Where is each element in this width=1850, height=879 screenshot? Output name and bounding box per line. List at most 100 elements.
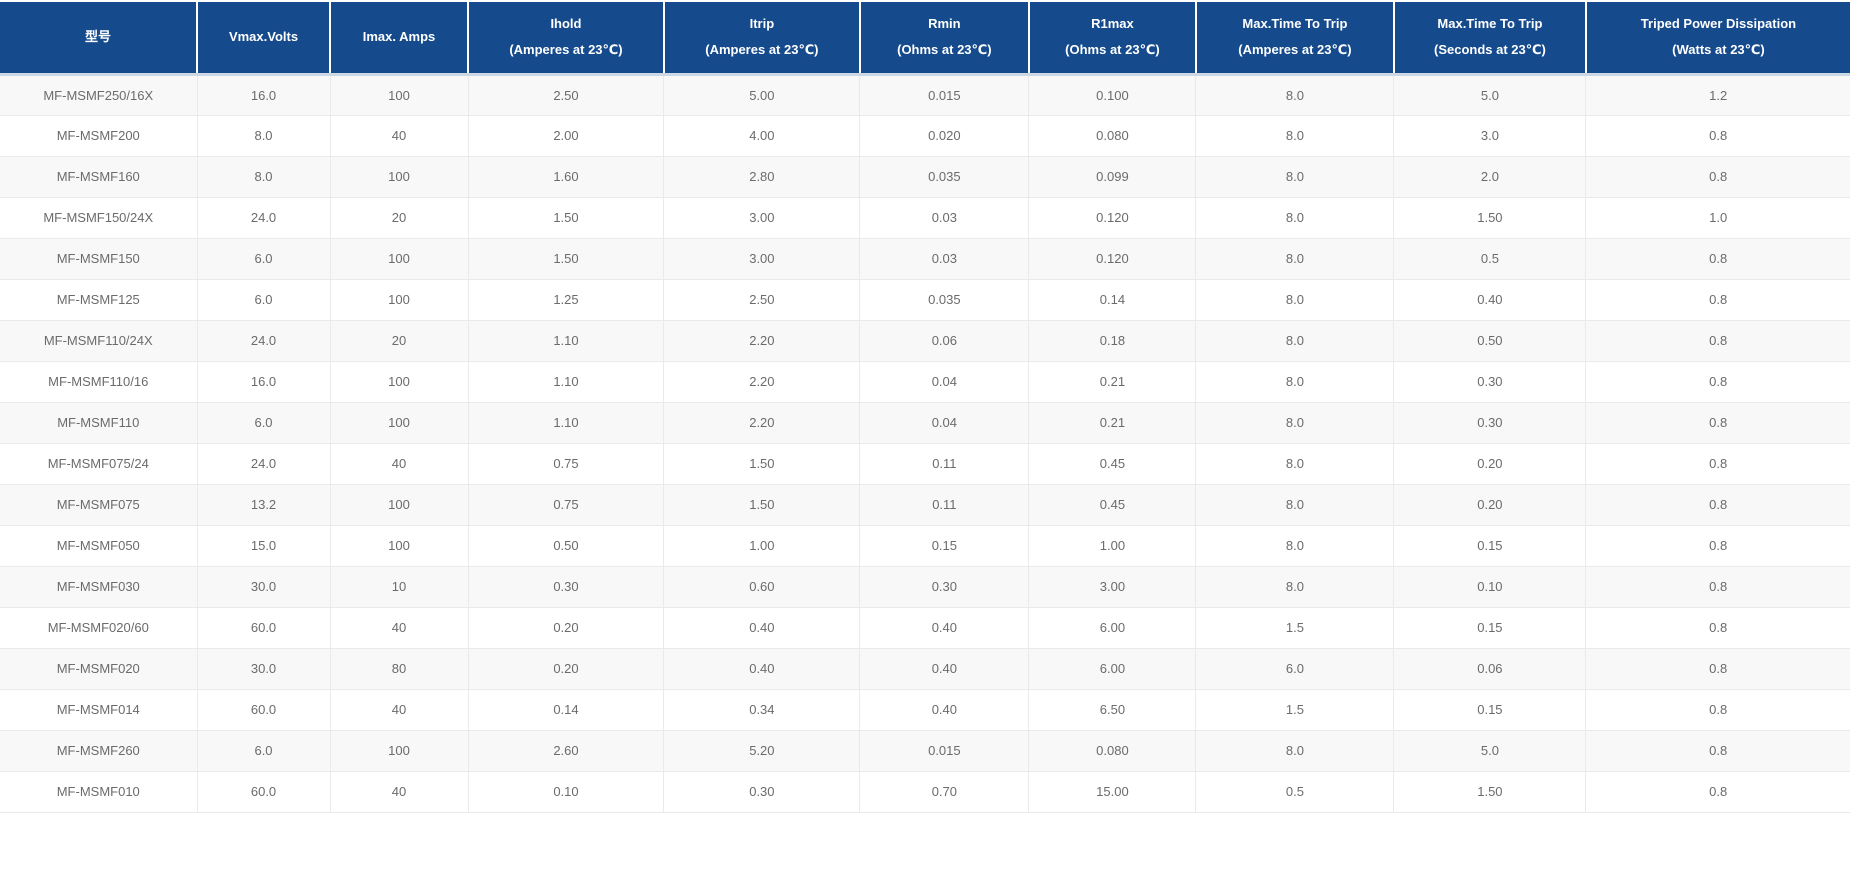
value-cell: 5.00 xyxy=(663,74,860,116)
value-cell: 8.0 xyxy=(1195,566,1394,608)
value-cell: 0.10 xyxy=(467,771,664,813)
value-cell: 0.100 xyxy=(1028,74,1196,116)
value-cell: 0.035 xyxy=(859,156,1029,198)
value-cell: 0.40 xyxy=(859,689,1029,731)
value-cell: 0.120 xyxy=(1028,238,1196,280)
value-cell: 0.11 xyxy=(859,484,1029,526)
model-cell: MF-MSMF110/16 xyxy=(0,361,198,403)
value-cell: 0.080 xyxy=(1028,115,1196,157)
value-cell: 20 xyxy=(329,197,469,239)
value-cell: 1.0 xyxy=(1585,197,1850,239)
value-cell: 8.0 xyxy=(1195,402,1394,444)
table-row: MF-MSMF010 60.0 40 0.10 0.30 0.70 15.00 0.5 1.50… xyxy=(0,771,1850,813)
value-cell: 0.015 xyxy=(859,730,1029,772)
value-cell: 0.14 xyxy=(1028,279,1196,321)
column-header-line1: Triped Power Dissipation xyxy=(1640,16,1797,32)
value-cell: 0.20 xyxy=(1393,443,1586,485)
value-cell: 0.8 xyxy=(1585,279,1850,321)
value-cell: 1.50 xyxy=(467,197,664,239)
column-header-line2: (Amperes at 23℃) xyxy=(705,42,819,58)
value-cell: 0.20 xyxy=(467,607,664,649)
value-cell: 0.40 xyxy=(1393,279,1586,321)
column-header: Vmax.Volts xyxy=(196,2,331,76)
model-cell: MF-MSMF075 xyxy=(0,484,198,526)
table-body: MF-MSMF250/16X 16.0 100 2.50 5.00 0.015 0.100 8… xyxy=(0,74,1850,813)
value-cell: 3.0 xyxy=(1393,115,1586,157)
value-cell: 6.50 xyxy=(1028,689,1196,731)
value-cell: 100 xyxy=(329,156,469,198)
value-cell: 15.00 xyxy=(1028,771,1196,813)
value-cell: 100 xyxy=(329,74,469,116)
value-cell: 0.8 xyxy=(1585,361,1850,403)
column-header-line1: Ihold xyxy=(550,16,582,32)
value-cell: 0.70 xyxy=(859,771,1029,813)
value-cell: 0.40 xyxy=(859,648,1029,690)
value-cell: 8.0 xyxy=(1195,197,1394,239)
value-cell: 20 xyxy=(329,320,469,362)
value-cell: 40 xyxy=(329,115,469,157)
value-cell: 6.00 xyxy=(1028,648,1196,690)
value-cell: 0.8 xyxy=(1585,443,1850,485)
value-cell: 0.10 xyxy=(1393,566,1586,608)
value-cell: 0.20 xyxy=(467,648,664,690)
model-cell: MF-MSMF014 xyxy=(0,689,198,731)
value-cell: 0.60 xyxy=(663,566,860,608)
value-cell: 5.0 xyxy=(1393,730,1586,772)
column-header-line1: Vmax.Volts xyxy=(228,29,299,45)
table-row: MF-MSMF250/16X 16.0 100 2.50 5.00 0.015 0.100 8… xyxy=(0,74,1850,116)
value-cell: 8.0 xyxy=(1195,730,1394,772)
value-cell: 0.11 xyxy=(859,443,1029,485)
value-cell: 0.03 xyxy=(859,238,1029,280)
value-cell: 80 xyxy=(329,648,469,690)
value-cell: 1.00 xyxy=(663,525,860,567)
column-header: Imax. Amps xyxy=(329,2,469,76)
table-row: MF-MSMF030 30.0 10 0.30 0.60 0.30 3.00 8.0 0.10 0… xyxy=(0,566,1850,608)
value-cell: 100 xyxy=(329,402,469,444)
model-cell: MF-MSMF260 xyxy=(0,730,198,772)
value-cell: 100 xyxy=(329,238,469,280)
value-cell: 0.8 xyxy=(1585,771,1850,813)
value-cell: 40 xyxy=(329,771,469,813)
model-cell: MF-MSMF150 xyxy=(0,238,198,280)
value-cell: 6.0 xyxy=(196,402,331,444)
value-cell: 0.06 xyxy=(859,320,1029,362)
value-cell: 2.20 xyxy=(663,402,860,444)
column-header: Max.Time To Trip (Amperes at 23℃) xyxy=(1194,2,1394,76)
value-cell: 100 xyxy=(329,484,469,526)
value-cell: 40 xyxy=(329,689,469,731)
value-cell: 6.0 xyxy=(1195,648,1394,690)
value-cell: 0.04 xyxy=(859,402,1029,444)
value-cell: 6.0 xyxy=(196,730,331,772)
value-cell: 8.0 xyxy=(196,156,331,198)
value-cell: 0.40 xyxy=(663,607,860,649)
value-cell: 0.8 xyxy=(1585,115,1850,157)
value-cell: 2.20 xyxy=(663,320,860,362)
value-cell: 0.015 xyxy=(859,74,1029,116)
value-cell: 8.0 xyxy=(1195,115,1394,157)
value-cell: 8.0 xyxy=(1195,320,1394,362)
column-header-line1: Rmin xyxy=(928,16,961,32)
value-cell: 60.0 xyxy=(196,607,331,649)
value-cell: 3.00 xyxy=(1028,566,1196,608)
value-cell: 3.00 xyxy=(663,197,860,239)
table-row: MF-MSMF110 6.0 100 1.10 2.20 0.04 0.21 8.0 0.30 0… xyxy=(0,402,1850,444)
value-cell: 4.00 xyxy=(663,115,860,157)
value-cell: 30.0 xyxy=(196,648,331,690)
value-cell: 0.8 xyxy=(1585,566,1850,608)
value-cell: 2.0 xyxy=(1393,156,1586,198)
value-cell: 0.75 xyxy=(467,443,664,485)
value-cell: 0.30 xyxy=(1393,361,1586,403)
value-cell: 1.10 xyxy=(467,361,664,403)
value-cell: 0.035 xyxy=(859,279,1029,321)
value-cell: 5.20 xyxy=(663,730,860,772)
value-cell: 8.0 xyxy=(1195,361,1394,403)
value-cell: 0.15 xyxy=(1393,525,1586,567)
model-cell: MF-MSMF200 xyxy=(0,115,198,157)
table-row: MF-MSMF075 13.2 100 0.75 1.50 0.11 0.45 8.0 0.20… xyxy=(0,484,1850,526)
table-row: MF-MSMF050 15.0 100 0.50 1.00 0.15 1.00 8.0 0.15… xyxy=(0,525,1850,567)
value-cell: 0.5 xyxy=(1393,238,1586,280)
value-cell: 2.50 xyxy=(467,74,664,116)
column-header-line1: Max.Time To Trip xyxy=(1437,16,1543,32)
value-cell: 24.0 xyxy=(196,197,331,239)
value-cell: 8.0 xyxy=(1195,484,1394,526)
